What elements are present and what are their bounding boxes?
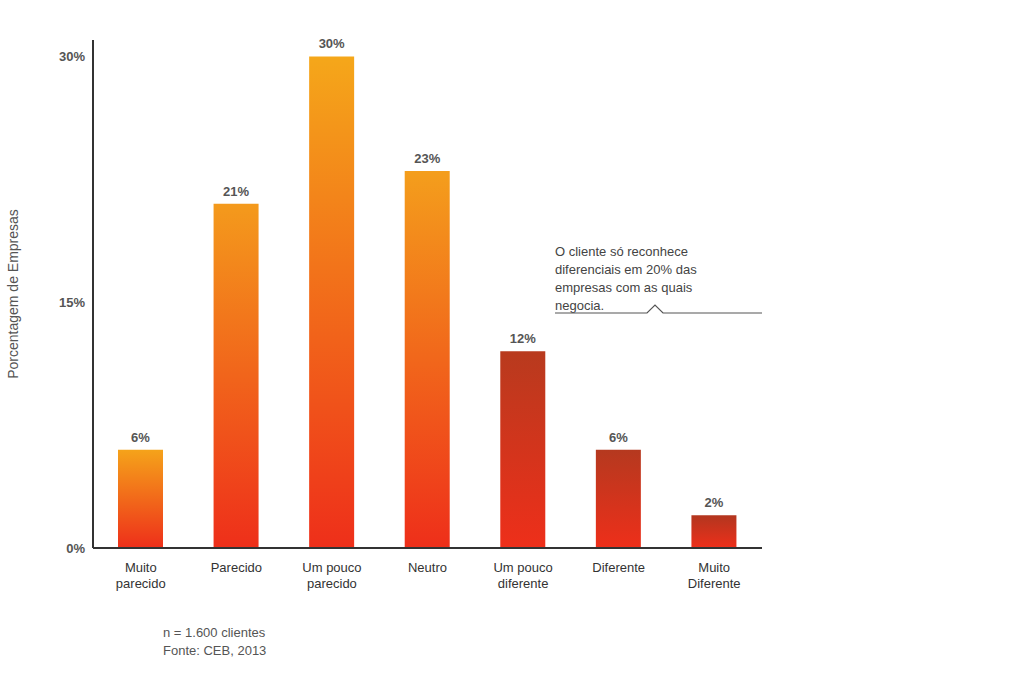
svg-text:Diferente: Diferente — [592, 560, 645, 575]
svg-text:6%: 6% — [609, 430, 628, 445]
html-text:O cliente só reconhece: O cliente só reconhece — [555, 244, 688, 259]
svg-text:0%: 0% — [66, 541, 85, 556]
svg-text:30%: 30% — [59, 49, 85, 64]
svg-text:23%: 23% — [414, 151, 440, 166]
svg-text:Um poucoparecido: Um poucoparecido — [302, 560, 361, 591]
svg-text:Um poucodiferente: Um poucodiferente — [493, 560, 552, 591]
svg-text:2%: 2% — [705, 495, 724, 510]
html-text:negocia.: negocia. — [555, 298, 605, 313]
svg-text:12%: 12% — [510, 331, 536, 346]
svg-text:6%: 6% — [131, 430, 150, 445]
svg-text:15%: 15% — [59, 295, 85, 310]
svg-text:Muitoparecido: Muitoparecido — [116, 560, 166, 591]
html-text:diferenciais em 20% das: diferenciais em 20% das — [555, 262, 697, 277]
svg-text:21%: 21% — [223, 184, 249, 199]
svg-text:Parecido: Parecido — [211, 560, 262, 575]
html-text:n = 1.600 clientes: n = 1.600 clientes — [163, 625, 266, 640]
html-text:Fonte: CEB, 2013: Fonte: CEB, 2013 — [163, 643, 267, 658]
svg-text:Porcentagem de Empresas: Porcentagem de Empresas — [8, 209, 21, 379]
svg-text:Neutro: Neutro — [408, 560, 447, 575]
html-text:empresas com as quais: empresas com as quais — [555, 280, 693, 295]
svg-text:MuitoDiferente: MuitoDiferente — [688, 560, 741, 591]
svg-text:30%: 30% — [319, 36, 345, 51]
